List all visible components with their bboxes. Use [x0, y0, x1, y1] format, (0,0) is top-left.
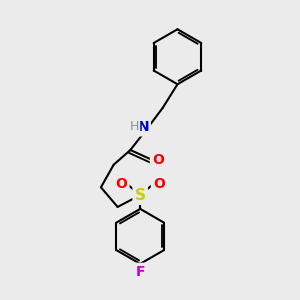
Text: O: O — [152, 153, 164, 167]
Text: N: N — [137, 120, 149, 134]
Text: S: S — [135, 188, 146, 202]
Text: F: F — [135, 265, 145, 279]
Text: H: H — [130, 120, 139, 133]
Text: O: O — [116, 177, 128, 191]
Text: O: O — [153, 177, 165, 191]
